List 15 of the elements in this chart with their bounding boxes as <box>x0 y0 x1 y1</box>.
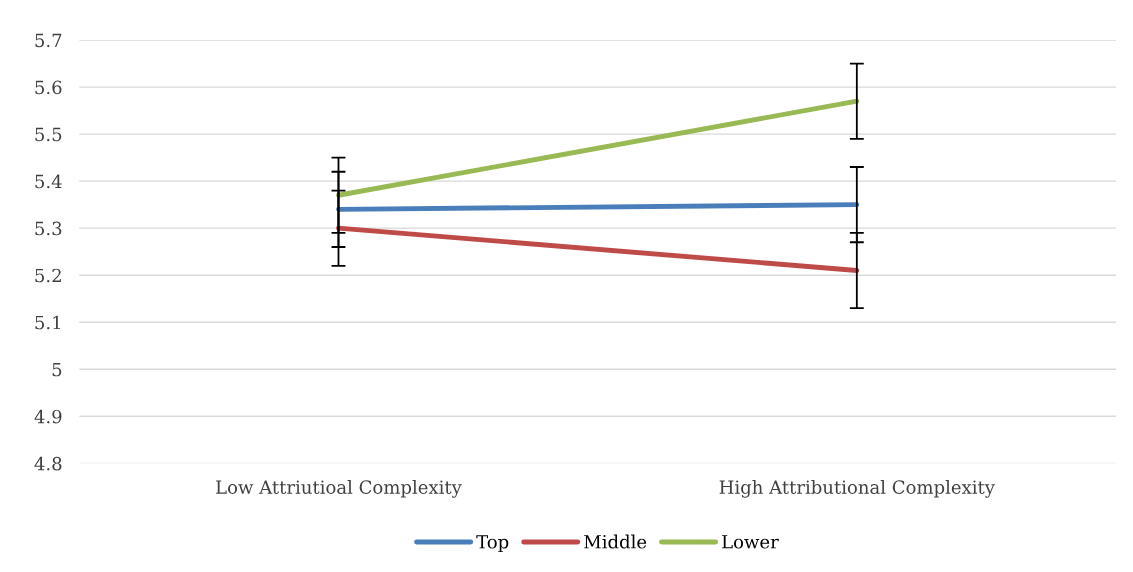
y-tick-label: 4.8 <box>34 456 62 471</box>
y-tick-label: 5 <box>52 362 62 377</box>
y-tick-label: 5.2 <box>35 268 61 283</box>
x-tick-label: Low Attriutioal Complexity <box>216 479 462 498</box>
y-tick-label: 5.3 <box>35 221 62 236</box>
legend-label: Top <box>476 535 509 553</box>
x-tick-label: High Attributional Complexity <box>719 479 995 498</box>
y-tick-label: 5.5 <box>35 127 62 142</box>
legend-label: Lower <box>722 535 779 549</box>
y-tick-label: 5.6 <box>35 80 62 95</box>
legend-label: Middle <box>584 534 647 549</box>
y-tick-label: 5.7 <box>35 33 62 48</box>
y-tick-label: 4.9 <box>34 409 62 424</box>
y-tick-label: 5.1 <box>35 315 61 330</box>
y-tick-label: 5.4 <box>35 174 62 189</box>
